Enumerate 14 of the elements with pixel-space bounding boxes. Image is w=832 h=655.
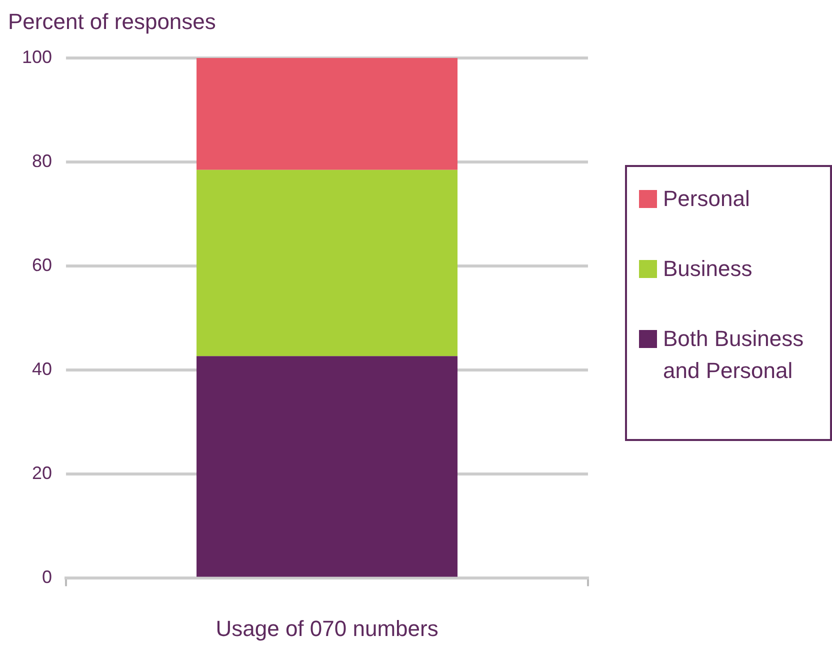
y-tick-label: 20 bbox=[32, 463, 52, 484]
y-tick-label: 60 bbox=[32, 255, 52, 276]
legend-label: Both Business and Personal bbox=[663, 325, 805, 385]
bar bbox=[196, 58, 458, 170]
bar bbox=[196, 170, 458, 356]
y-tick-label: 40 bbox=[32, 359, 52, 380]
x-axis-title: Usage of 070 numbers bbox=[216, 616, 438, 641]
bar bbox=[196, 356, 458, 577]
y-tick-label: 100 bbox=[22, 46, 52, 67]
y-tick-label: 0 bbox=[42, 567, 52, 588]
y-axis-title: Percent of responses bbox=[8, 9, 216, 34]
y-tick-label: 80 bbox=[32, 151, 52, 172]
legend-label: Personal bbox=[663, 185, 750, 213]
legend-label: Business bbox=[663, 255, 752, 283]
